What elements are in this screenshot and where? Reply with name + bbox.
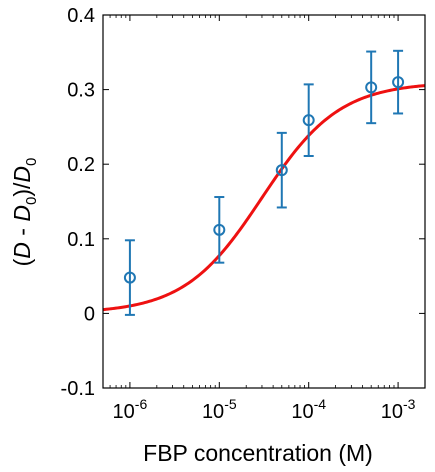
- y-tick-labels: -0.1 0 0.1 0.2 0.3 0.4: [61, 5, 95, 400]
- axes-box: [102, 14, 426, 389]
- marker-circle: [302, 114, 315, 127]
- data-point: [275, 131, 288, 209]
- axes: [102, 14, 426, 389]
- x-tick-label: 10-4: [291, 396, 326, 423]
- y-tick-label: 0.4: [67, 5, 95, 27]
- x-tick-labels: 10-6 10-5 10-4 10-3: [113, 396, 416, 423]
- x-tick-label: 10-3: [381, 396, 416, 423]
- plot-area: [103, 15, 425, 388]
- y-tick-label: -0.1: [61, 378, 95, 400]
- x-axis-label: FBP concentration (M): [143, 440, 373, 466]
- data-point: [213, 196, 226, 264]
- y-tick-label: 0.2: [67, 154, 95, 176]
- data-point: [392, 49, 405, 115]
- x-tick-label: 10-5: [202, 396, 237, 423]
- marker-circle: [275, 164, 288, 177]
- data-point: [123, 239, 136, 316]
- y-tick-label: 0: [84, 303, 95, 325]
- x-tick-label: 10-6: [113, 396, 148, 423]
- data-points-layer: [123, 49, 405, 316]
- y-tick-label: 0.3: [67, 80, 95, 102]
- data-point: [302, 83, 315, 157]
- marker-circle: [392, 76, 405, 89]
- y-axis-label: (D - D0)/D0: [9, 158, 40, 267]
- marker-circle: [213, 223, 226, 236]
- plot-background: [103, 15, 425, 388]
- marker-circle: [123, 271, 136, 284]
- data-point: [365, 50, 378, 125]
- y-tick-label: 0.1: [67, 229, 95, 251]
- marker-circle: [365, 81, 378, 94]
